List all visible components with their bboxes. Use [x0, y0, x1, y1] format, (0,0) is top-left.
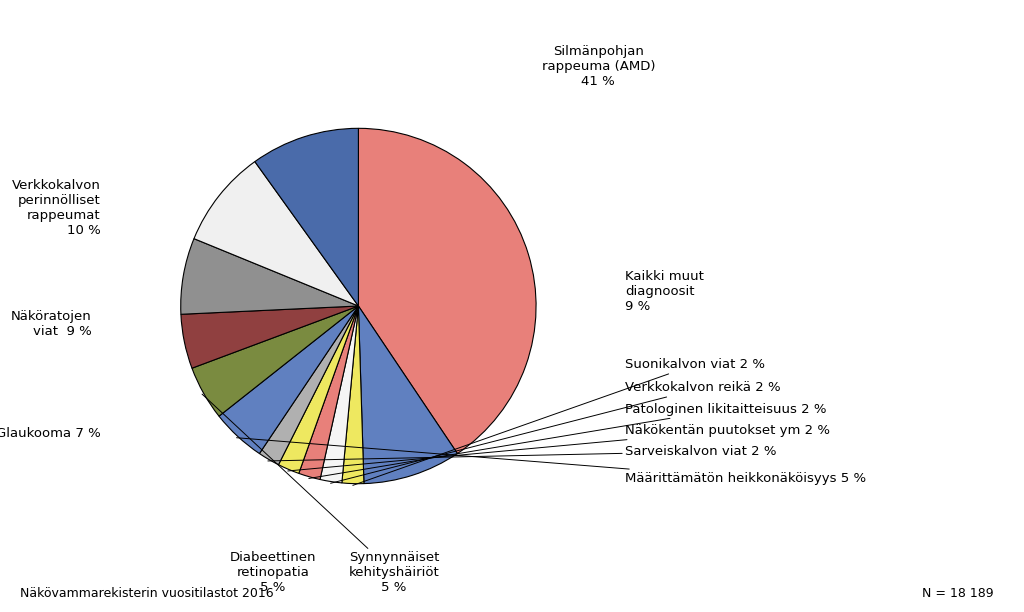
- Text: Näkökentän puutokset ym 2 %: Näkökentän puutokset ym 2 %: [288, 424, 829, 471]
- Text: Synnynnäiset
kehityshäiriöt
5 %: Synnynnäiset kehityshäiriöt 5 %: [202, 394, 439, 594]
- Text: Näköratojen
viat  9 %: Näköratojen viat 9 %: [11, 310, 92, 338]
- Text: Kaikki muut
diagnoosit
9 %: Kaikki muut diagnoosit 9 %: [625, 271, 703, 313]
- Text: Patologinen likitaitteisuus 2 %: Patologinen likitaitteisuus 2 %: [309, 403, 826, 479]
- Wedge shape: [180, 239, 358, 315]
- Text: Näkövammarekisterin vuositilastot 2016: Näkövammarekisterin vuositilastot 2016: [20, 587, 274, 600]
- Text: Määrittämätön heikkonäköisyys 5 %: Määrittämätön heikkonäköisyys 5 %: [237, 438, 866, 485]
- Text: Verkkokalvon
perinnölliset
rappeumat
10 %: Verkkokalvon perinnölliset rappeumat 10 …: [12, 179, 100, 237]
- Wedge shape: [219, 306, 358, 453]
- Wedge shape: [259, 306, 358, 465]
- Wedge shape: [358, 306, 458, 483]
- Text: Silmänpohjan
rappeuma (AMD)
41 %: Silmänpohjan rappeuma (AMD) 41 %: [542, 45, 655, 88]
- Wedge shape: [194, 162, 358, 306]
- Text: Sarveiskalvon viat 2 %: Sarveiskalvon viat 2 %: [268, 445, 776, 461]
- Text: Diabeettinen
retinopatia
5 %: Diabeettinen retinopatia 5 %: [229, 551, 316, 594]
- Wedge shape: [342, 306, 364, 483]
- Wedge shape: [321, 306, 358, 483]
- Text: Suonikalvon viat 2 %: Suonikalvon viat 2 %: [353, 358, 765, 485]
- Wedge shape: [181, 306, 358, 368]
- Wedge shape: [191, 306, 358, 416]
- Text: Verkkokalvon reikä 2 %: Verkkokalvon reikä 2 %: [331, 381, 780, 483]
- Text: N = 18 189: N = 18 189: [922, 587, 993, 600]
- Wedge shape: [358, 129, 537, 453]
- Wedge shape: [299, 306, 358, 479]
- Text: Glaukooma 7 %: Glaukooma 7 %: [0, 427, 100, 441]
- Wedge shape: [279, 306, 358, 473]
- Wedge shape: [255, 129, 358, 306]
